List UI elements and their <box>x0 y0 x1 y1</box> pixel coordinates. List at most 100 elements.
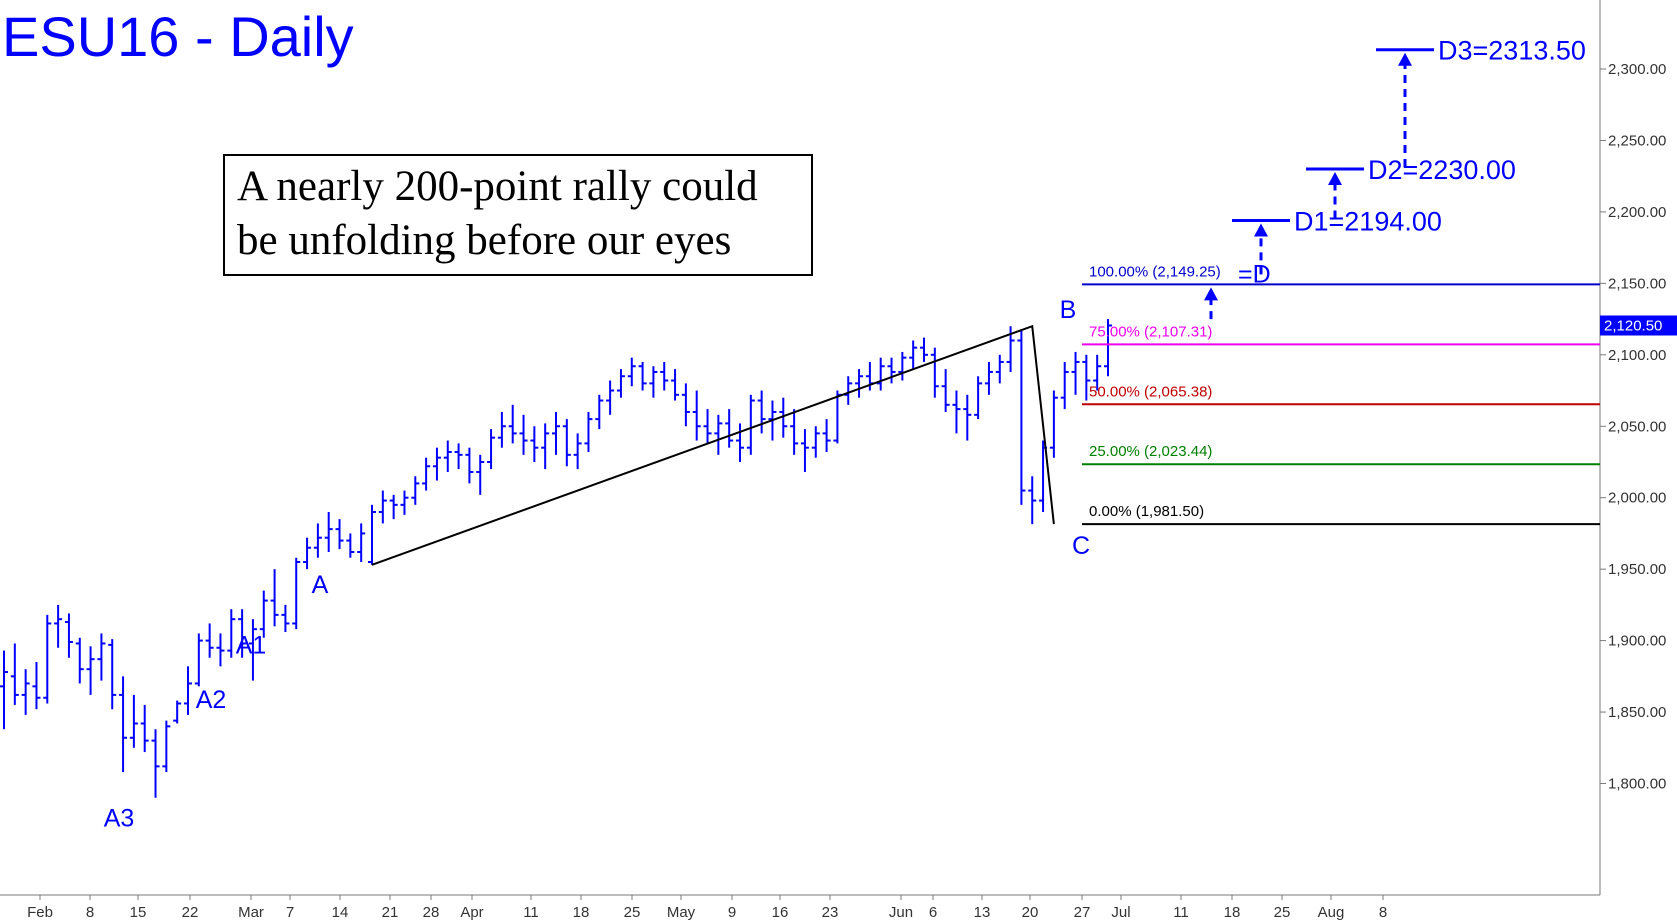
ohlc-bar <box>995 354 1004 384</box>
ohlc-bar <box>974 376 983 420</box>
ohlc-bar <box>616 369 625 398</box>
ohlc-bar <box>368 504 376 565</box>
x-tick-label: 8 <box>1379 904 1387 921</box>
target-label: D2=2230.00 <box>1368 155 1516 185</box>
ohlc-bar <box>497 411 506 448</box>
y-tick-label: 2,200.00 <box>1608 204 1666 221</box>
ohlc-bar <box>800 429 809 472</box>
fib-label: 25.00% (2,023.44) <box>1089 443 1212 460</box>
y-tick-label: 1,950.00 <box>1608 561 1666 578</box>
ohlc-bar <box>638 361 647 391</box>
fib-label: 100.00% (2,149.25) <box>1089 263 1221 280</box>
ohlc-bar <box>822 419 831 452</box>
ohlc-bar <box>1017 329 1026 505</box>
ohlc-bar <box>97 633 106 681</box>
ohlc-bar <box>595 394 604 430</box>
callout-line-2: be unfolding before our eyes <box>237 217 732 264</box>
ohlc-bar <box>725 409 734 448</box>
ohlc-bar <box>984 361 993 395</box>
ohlc-bar <box>584 411 593 452</box>
ohlc-bar <box>324 511 333 553</box>
x-tick-label: Mar <box>238 904 264 921</box>
ohlc-bar <box>119 676 128 773</box>
ohlc-bar <box>779 397 788 438</box>
x-tick-label: 25 <box>624 904 641 921</box>
last-price-marker <box>1600 315 1677 336</box>
ohlc-bar <box>606 380 615 415</box>
ohlc-bar <box>649 366 658 398</box>
x-tick-label: 18 <box>573 904 590 921</box>
ohlc-bar <box>887 357 896 384</box>
last-price-label: 2,120.50 <box>1604 318 1662 335</box>
ohlc-bar <box>736 423 744 462</box>
x-tick-label: 27 <box>1074 904 1091 921</box>
callout-box: A nearly 200-point rally could be unfold… <box>223 154 813 276</box>
y-tick-label: 1,900.00 <box>1608 633 1666 650</box>
target-label: D3=2313.50 <box>1438 36 1586 66</box>
x-tick-label: 21 <box>382 904 399 921</box>
target-label: D1=2194.00 <box>1294 206 1442 236</box>
targets-group: D1=2194.00 D2=2230.00 D3=2313.50 <box>1204 36 1586 320</box>
ohlc-bar <box>432 447 441 481</box>
x-tick-label: Jun <box>889 904 913 921</box>
x-tick-label: May <box>667 904 696 921</box>
ohlc-bar <box>151 729 160 798</box>
ohlc-bar <box>671 369 680 401</box>
pivot-labels: A3 A2 A1 A B C <box>104 296 1090 832</box>
pivot-label: A3 <box>104 804 135 832</box>
pivot-label: A2 <box>196 686 227 714</box>
ohlc-bar <box>389 494 398 520</box>
x-tick-label: 22 <box>182 904 199 921</box>
ohlc-bar <box>757 390 766 434</box>
ohlc-bar <box>746 394 755 455</box>
y-tick-label: 1,800.00 <box>1608 776 1666 793</box>
ohlc-bar <box>811 426 820 458</box>
x-tick-label: 15 <box>130 904 147 921</box>
y-tick-label: 2,150.00 <box>1608 275 1666 292</box>
x-tick-label: 14 <box>332 904 349 921</box>
x-tick-label: Feb <box>27 904 53 921</box>
pivot-label: A <box>312 571 329 599</box>
chart-title: ESU16 - Daily <box>2 5 354 68</box>
ohlc-bar <box>184 666 192 715</box>
fib-label: 0.00% (1,981.50) <box>1089 503 1204 520</box>
target-arrow-head <box>1204 287 1218 301</box>
target-arrow-head <box>1254 223 1268 237</box>
ohlc-bar <box>963 394 972 441</box>
ohlc-bar <box>876 357 885 391</box>
ohlc-bar <box>519 414 528 455</box>
pivot-label: C <box>1072 532 1090 560</box>
ohlc-bar <box>454 443 463 470</box>
ohlc-bar <box>941 369 950 412</box>
ohlc-bar <box>292 557 301 630</box>
y-tick-label: 2,050.00 <box>1608 418 1666 435</box>
x-tick-label: 16 <box>772 904 789 921</box>
ohlc-bar <box>541 423 550 470</box>
ohlc-bar <box>259 590 268 638</box>
ohlc-bar <box>54 604 63 648</box>
ohlc-bar <box>400 490 409 515</box>
ohlc-bar <box>281 604 290 633</box>
abc-trendlines <box>371 324 1055 566</box>
ohlc-bar <box>476 454 485 495</box>
ohlc-bar <box>411 476 420 505</box>
ohlc-bar <box>248 619 257 681</box>
ohlc-bar <box>573 433 582 470</box>
ohlc-bar <box>465 447 474 484</box>
ohlc-bar <box>790 409 799 455</box>
ohlc-bar <box>660 361 669 391</box>
y-tick-label: 1,850.00 <box>1608 704 1666 721</box>
ohlc-bar <box>21 669 30 715</box>
x-tick-label: 8 <box>86 904 94 921</box>
ohlc-bar <box>357 523 366 563</box>
ohlc-bar <box>681 383 690 427</box>
ohlc-bar <box>86 646 95 695</box>
x-tick-label: 13 <box>974 904 991 921</box>
ohlc-bar <box>0 650 8 730</box>
ohlc-bar <box>43 614 52 704</box>
x-tick-label: 9 <box>728 904 736 921</box>
ohlc-bar <box>930 347 939 398</box>
ohlc-bar <box>703 409 712 444</box>
x-tick-label: Apr <box>460 904 483 921</box>
y-tick-label: 2,000.00 <box>1608 490 1666 507</box>
